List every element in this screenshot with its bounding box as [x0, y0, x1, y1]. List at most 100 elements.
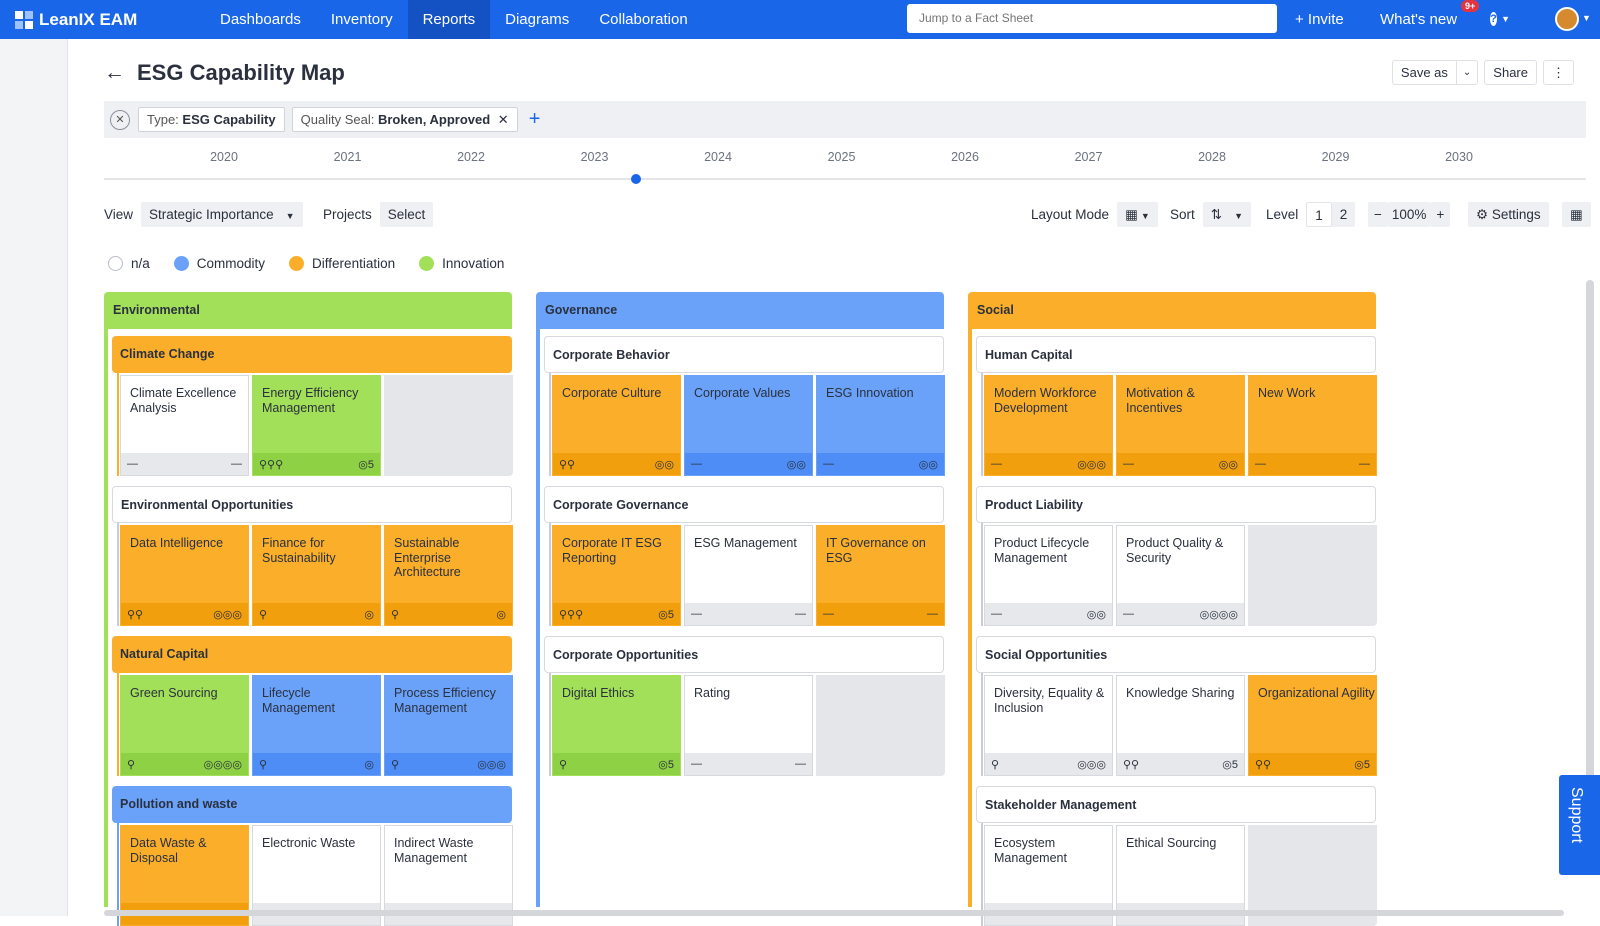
level1-capability-header[interactable]: Social	[968, 292, 1376, 329]
capability-tile[interactable]: Corporate Values — ◎◎	[684, 375, 813, 476]
capability-tile[interactable]: Knowledge Sharing ⚲⚲ ◎5	[1116, 675, 1245, 776]
level2-capability-header[interactable]: Pollution and waste	[112, 786, 512, 823]
chevron-down-icon: ▼	[285, 211, 295, 221]
capability-tile[interactable]: Organizational Agility ⚲⚲ ◎5	[1248, 675, 1377, 776]
settings-label: Settings	[1491, 207, 1541, 222]
chevron-down-icon[interactable]: ⌄	[1462, 67, 1472, 78]
layout-mode-select[interactable]: ▦ ▼	[1117, 202, 1158, 227]
sort-select[interactable]: ⇅ ▼	[1202, 202, 1251, 227]
level2-capability-header[interactable]: Corporate Governance	[544, 486, 944, 523]
zoom-in-button[interactable]: +	[1430, 202, 1451, 227]
timeline-year[interactable]: 2027	[1074, 150, 1103, 164]
filter-chip-type[interactable]: Type: ESG Capability	[138, 107, 285, 132]
invite-button[interactable]: + Invite	[1295, 11, 1344, 28]
nav-item-collaboration[interactable]: Collaboration	[599, 11, 688, 28]
timeline-year[interactable]: 2022	[457, 150, 485, 164]
capability-tile[interactable]: Motivation & Incentives — ◎◎	[1116, 375, 1245, 476]
table-view-icon[interactable]: ▦	[1562, 202, 1591, 227]
save-as-label[interactable]: Save as	[1393, 61, 1457, 84]
view-select[interactable]: Strategic Importance ▼	[141, 202, 303, 227]
capability-tile[interactable]: New Work — —	[1248, 375, 1377, 476]
capability-tile[interactable]: Finance for Sustainability ⚲ ◎	[252, 525, 381, 626]
timeline-handle[interactable]	[631, 174, 642, 184]
nav-item-inventory[interactable]: Inventory	[330, 11, 393, 28]
tile-footer: — ◎◎◎◎	[1117, 603, 1244, 625]
capability-tile[interactable]: Diversity, Equality & Inclusion ⚲ ◎◎◎	[984, 675, 1113, 776]
level-2-button[interactable]: 2	[1331, 202, 1356, 227]
timeline-year[interactable]: 2030	[1445, 150, 1473, 164]
timeline-year[interactable]: 2023	[580, 150, 609, 164]
capability-tile[interactable]: Process Efficiency Management ⚲ ◎◎◎	[384, 675, 513, 776]
more-menu-icon[interactable]: ⋮	[1543, 60, 1574, 85]
nav-item-dashboards[interactable]: Dashboards	[220, 11, 301, 28]
level1-capability-header[interactable]: Environmental	[104, 292, 512, 329]
clear-filters-icon[interactable]: ✕	[110, 109, 130, 130]
level2-capability-header[interactable]: Human Capital	[976, 336, 1376, 373]
level2-capability-header[interactable]: Corporate Opportunities	[544, 636, 944, 673]
capability-tile[interactable]: ESG Innovation — ◎◎	[816, 375, 945, 476]
zoom-out-button[interactable]: −	[1368, 202, 1388, 227]
capability-name: Digital Ethics	[562, 686, 635, 700]
legend-swatch	[173, 256, 189, 271]
support-button[interactable]: Support	[1559, 775, 1600, 875]
whats-new-button[interactable]: What's new	[1380, 11, 1458, 28]
level2-capability-header[interactable]: Corporate Behavior	[544, 336, 944, 373]
vertical-scrollbar[interactable]	[1586, 280, 1594, 780]
nav-item-reports[interactable]: Reports	[407, 0, 491, 39]
back-arrow-icon[interactable]: ←	[104, 61, 125, 84]
timeline-year[interactable]: 2024	[704, 150, 732, 164]
share-button[interactable]: Share	[1484, 60, 1537, 85]
application-count-icon: —	[1123, 458, 1134, 470]
timeline-year[interactable]: 2020	[210, 150, 238, 164]
horizontal-scrollbar[interactable]	[104, 910, 1564, 916]
settings-button[interactable]: ⚙ Settings	[1468, 202, 1549, 227]
timeline-year[interactable]: 2029	[1321, 150, 1350, 164]
capability-tile[interactable]: Data Intelligence ⚲⚲ ◎◎◎	[120, 525, 249, 626]
capability-tile[interactable]: IT Governance on ESG — —	[816, 525, 945, 626]
level2-capability-header[interactable]: Environmental Opportunities	[112, 486, 512, 523]
fact-sheet-search-input[interactable]	[907, 4, 1277, 33]
help-icon[interactable]: ? ▼	[1490, 9, 1510, 29]
capability-tile[interactable]: Energy Efficiency Management ⚲⚲⚲ ◎5	[252, 375, 381, 476]
timeline-year[interactable]: 2025	[827, 150, 856, 164]
level1-indicator-bar	[968, 329, 972, 907]
capability-tile[interactable]: Rating — —	[684, 675, 813, 776]
timeline-track[interactable]	[104, 178, 1586, 180]
timeline-year[interactable]: 2028	[1198, 150, 1226, 164]
capability-name: Modern Workforce Development	[994, 386, 1097, 415]
projects-select[interactable]: Select	[379, 202, 434, 227]
capability-tile[interactable]: Lifecycle Management ⚲ ◎	[252, 675, 381, 776]
level2-capability-header[interactable]: Product Liability	[976, 486, 1376, 523]
save-as-button[interactable]: Save as ⌄	[1391, 60, 1479, 85]
empty-slot	[384, 375, 513, 476]
level2-capability-header[interactable]: Stakeholder Management	[976, 786, 1376, 823]
capability-tile[interactable]: Digital Ethics ⚲ ◎5	[552, 675, 681, 776]
legend-item-commodity: Commodity	[173, 256, 265, 271]
capability-tile[interactable]: Sustainable Enterprise Architecture ⚲ ◎	[384, 525, 513, 626]
capability-tile[interactable]: Product Lifecycle Management — ◎◎	[984, 525, 1113, 626]
level2-capability-header[interactable]: Climate Change	[112, 336, 512, 373]
logo[interactable]: LeanIX EAM	[15, 10, 205, 30]
tile-footer: — —	[685, 603, 812, 625]
timeline-year[interactable]: 2026	[951, 150, 979, 164]
timeline-year[interactable]: 2021	[333, 150, 362, 164]
remove-filter-icon[interactable]: ✕	[497, 112, 509, 127]
nav-item-diagrams[interactable]: Diagrams	[505, 11, 570, 28]
level2-capability-header[interactable]: Natural Capital	[112, 636, 512, 673]
level-1-button[interactable]: 1	[1306, 202, 1332, 227]
capability-tile[interactable]: Climate Excellence Analysis — —	[120, 375, 249, 476]
level1-capability-header[interactable]: Governance	[536, 292, 944, 329]
capability-tile[interactable]: Corporate Culture ⚲⚲ ◎◎	[552, 375, 681, 476]
filter-chip-quality-seal[interactable]: Quality Seal: Broken, Approved ✕	[291, 107, 518, 132]
add-filter-button[interactable]: +	[528, 108, 541, 130]
capability-tile[interactable]: Product Quality & Security — ◎◎◎◎	[1116, 525, 1245, 626]
capability-tile[interactable]: ESG Management — —	[684, 525, 813, 626]
capability-tile[interactable]: Green Sourcing ⚲ ◎◎◎◎	[120, 675, 249, 776]
notification-badge: 9+	[1461, 0, 1480, 12]
timeline-slider[interactable]: 2020 2021 2022 2023 2024 2025 2026 2027 2028 2029…	[104, 146, 1586, 186]
avatar[interactable]	[1555, 7, 1579, 31]
level2-capability-header[interactable]: Social Opportunities	[976, 636, 1376, 673]
chevron-down-icon[interactable]: ▼	[1582, 13, 1591, 23]
capability-tile[interactable]: Modern Workforce Development — ◎◎◎	[984, 375, 1113, 476]
capability-tile[interactable]: Corporate IT ESG Reporting ⚲⚲⚲ ◎5	[552, 525, 681, 626]
